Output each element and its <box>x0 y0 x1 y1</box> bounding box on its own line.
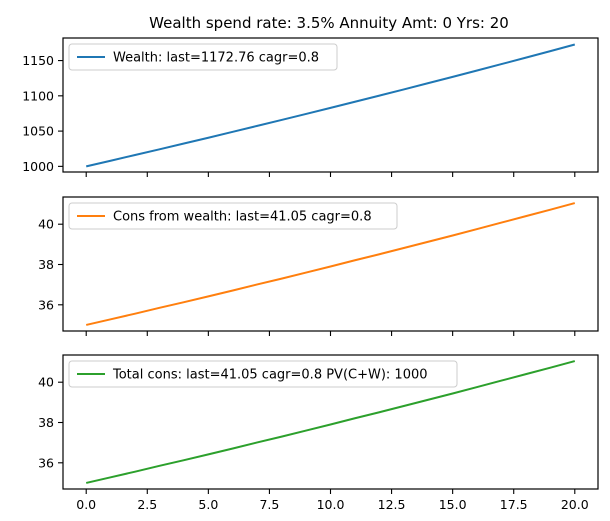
x-tick-label: 2.5 <box>137 497 157 512</box>
legend: Wealth: last=1172.76 cagr=0.8 <box>68 43 338 71</box>
legend-box <box>68 202 398 230</box>
y-tick-label: 40 <box>38 217 54 232</box>
y-tick-label: 1050 <box>22 124 54 139</box>
y-tick-label: 38 <box>38 415 54 430</box>
x-tick-label: 20.0 <box>561 497 589 512</box>
series-line-2-1 <box>85 202 576 326</box>
y-tick-label: 1100 <box>22 88 54 103</box>
subplot-2: 36 38 40 Cons from wealth: last=41.05 cagr=… <box>38 196 599 336</box>
legend-label: Wealth: last=1172.76 cagr=0.8 <box>113 51 319 66</box>
y-tick-label: 1150 <box>22 53 54 68</box>
x-tick-label: 10.0 <box>317 497 345 512</box>
legend: Cons from wealth: last=41.05 cagr=0.8 <box>68 202 398 230</box>
legend: Total cons: last=41.05 cagr=0.8 PV(C+W):… <box>68 360 458 388</box>
subplot-3: 36 38 40 0.0 2.5 5.0 7.5 10.0 12.5 15.0 17.5 20.0 To… <box>38 354 599 512</box>
x-tick-label: 0.0 <box>76 497 96 512</box>
y-tick-label: 36 <box>38 297 54 312</box>
y-tick-label: 1000 <box>22 159 54 174</box>
legend-label: Cons from wealth: last=41.05 cagr=0.8 <box>113 210 372 225</box>
y-tick-label: 40 <box>38 375 54 390</box>
x-tick-label: 7.5 <box>259 497 279 512</box>
x-tick-label: 12.5 <box>378 497 406 512</box>
chart-title: Wealth spend rate: 3.5% Annuity Amt: 0 Y… <box>149 14 509 32</box>
y-tick-label: 38 <box>38 257 54 272</box>
x-tick-label: 5.0 <box>198 497 218 512</box>
x-tick-label: 17.5 <box>500 497 528 512</box>
y-tick-label: 36 <box>38 455 54 470</box>
series-line-3-1 <box>85 360 576 484</box>
subplot-1: 1000 1050 1100 1150 Wealth: last=1172.76 cag… <box>22 37 599 177</box>
legend-label: Total cons: last=41.05 cagr=0.8 PV(C+W):… <box>112 368 428 383</box>
legend-box <box>68 360 458 388</box>
x-tick-label: 15.0 <box>439 497 467 512</box>
legend-box <box>68 43 338 71</box>
series-line-1-1 <box>85 43 576 168</box>
